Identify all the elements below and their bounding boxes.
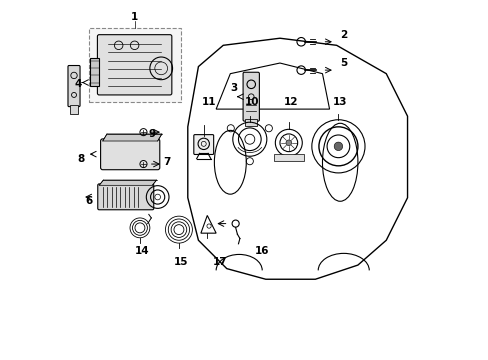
FancyBboxPatch shape [243,72,259,121]
Text: 11: 11 [202,97,216,107]
Bar [244,119,257,126]
Text: 12: 12 [283,97,297,107]
Text: 10: 10 [244,97,258,107]
Text: 16: 16 [254,246,269,256]
Circle shape [285,140,291,145]
Text: 7: 7 [163,157,170,167]
Text: 9: 9 [148,129,156,139]
Text: 13: 13 [332,97,347,107]
FancyBboxPatch shape [98,184,153,210]
Text: 17: 17 [212,257,226,266]
Text: 5: 5 [340,58,346,68]
Text: 4: 4 [74,79,81,89]
Text: 14: 14 [134,246,149,256]
Text: 2: 2 [340,30,346,40]
Text: 8: 8 [78,154,85,164]
Bar [70,104,78,114]
Text: 6: 6 [85,196,92,206]
Text: 1: 1 [131,12,138,22]
Bar [273,154,303,161]
FancyBboxPatch shape [101,139,160,170]
FancyBboxPatch shape [68,66,80,107]
Circle shape [333,142,342,150]
Bar [88,28,181,102]
Bar [90,58,99,86]
Polygon shape [99,180,156,185]
Text: 15: 15 [173,257,187,266]
FancyBboxPatch shape [97,35,171,95]
Polygon shape [102,134,162,141]
Text: 3: 3 [230,83,237,93]
FancyBboxPatch shape [193,135,213,154]
